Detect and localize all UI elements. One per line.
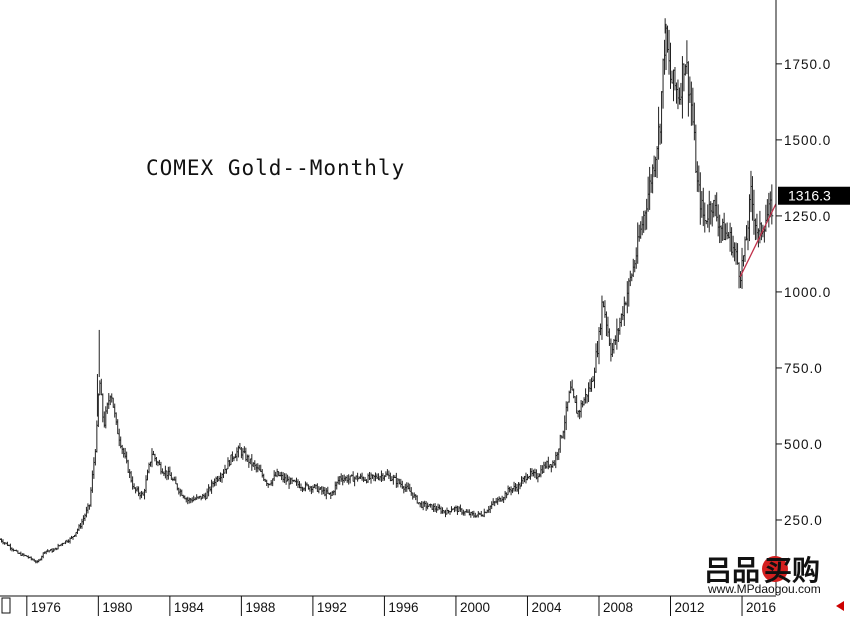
x-tick-label: 1996 <box>388 600 418 615</box>
y-tick-label: 250.0 <box>784 513 823 528</box>
x-tick-label: 1984 <box>174 600 205 615</box>
scroll-right-arrow-icon[interactable] <box>836 601 844 611</box>
last-price-badge: 1316.3 <box>778 186 850 205</box>
watermark-logo: 吕品 买购 www.MPdaogou.com <box>704 554 821 596</box>
x-tick-label: 2000 <box>460 600 490 615</box>
watermark-brand: 买购 <box>764 554 820 587</box>
y-tick-label: 500.0 <box>784 437 823 452</box>
price-bars <box>0 18 774 564</box>
x-tick-label: 1976 <box>31 600 61 615</box>
support-trendline <box>739 203 777 278</box>
y-axis: 250.0 500.0 750.0 1000.0 1250.0 1500.0 1750.0 <box>776 57 831 528</box>
chart-title: COMEX Gold--Monthly <box>146 156 405 180</box>
scroll-handle[interactable] <box>1 597 11 614</box>
y-tick-label: 1000.0 <box>784 285 831 300</box>
y-tick-label: 1750.0 <box>784 57 831 72</box>
x-tick-label: 1988 <box>245 600 275 615</box>
watermark-prefix: 吕品 <box>704 554 760 587</box>
x-tick-label: 1992 <box>317 600 347 615</box>
last-price-label: 1316.3 <box>788 188 831 204</box>
x-tick-label: 1980 <box>102 600 132 615</box>
last-price-box <box>778 186 850 205</box>
y-tick-label: 750.0 <box>784 361 823 376</box>
watermark-badge <box>762 556 788 582</box>
x-tick-label: 2004 <box>531 600 562 615</box>
x-tick-label: 2016 <box>746 600 776 615</box>
x-axis: 1976 1980 1984 1988 1992 1996 2000 2004 2008 2012… <box>26 596 776 616</box>
x-tick-label: 2008 <box>603 600 633 615</box>
watermark-url: www.MPdaogou.com <box>707 582 821 596</box>
x-tick-label: 2012 <box>675 600 705 615</box>
y-tick-label: 1250.0 <box>784 209 831 224</box>
y-tick-label: 1500.0 <box>784 133 831 148</box>
